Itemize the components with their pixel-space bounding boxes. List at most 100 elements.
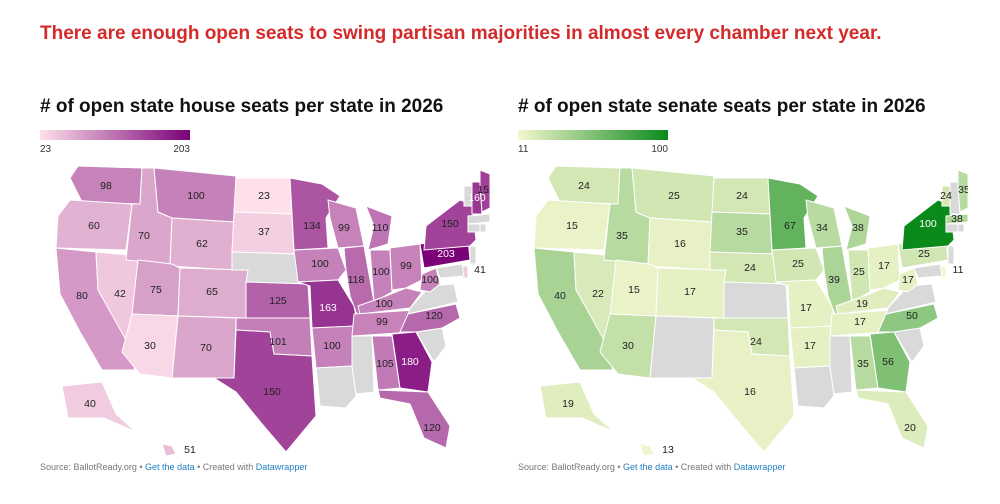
state-me[interactable] [479, 169, 490, 213]
state-wv[interactable] [419, 267, 441, 293]
state-hi[interactable] [639, 443, 655, 456]
state-wv[interactable] [897, 267, 919, 293]
state-ia[interactable] [771, 247, 825, 283]
state-shapes [55, 165, 490, 456]
source-text: Source: BallotReady.org [518, 462, 615, 472]
state-value-labels: 24 15 35 25 24 35 16 22 15 17 40 30 24 24 16 67 25 17 17 34… [554, 180, 968, 456]
datawrapper-link[interactable]: Datawrapper [733, 462, 786, 472]
state-label-il: 118 [348, 274, 365, 286]
state-nm[interactable] [649, 315, 715, 379]
state-md[interactable] [913, 263, 943, 279]
state-in[interactable] [847, 249, 871, 303]
state-label-id: 70 [138, 230, 150, 242]
state-label-in: 25 [853, 266, 865, 278]
state-oh[interactable] [389, 243, 423, 291]
state-label-al: 35 [857, 358, 869, 370]
get-the-data-link[interactable]: Get the data [623, 462, 673, 472]
state-me[interactable] [957, 169, 968, 213]
state-label-wa: 98 [100, 180, 112, 192]
state-ri[interactable] [957, 223, 965, 233]
state-ct[interactable] [945, 223, 959, 233]
senate-legend-gradient [518, 130, 668, 140]
state-ms[interactable] [829, 335, 853, 395]
state-label-ut: 75 [150, 284, 162, 296]
state-or[interactable] [533, 199, 611, 251]
state-ms[interactable] [351, 335, 375, 395]
state-la[interactable] [793, 365, 835, 409]
state-in[interactable] [369, 249, 393, 303]
state-nc[interactable] [399, 303, 461, 333]
senate-seats-map-panel: # of open state senate seats per state i… [518, 96, 988, 496]
state-tx[interactable] [690, 329, 795, 453]
state-label-ar: 100 [323, 340, 341, 352]
state-nj[interactable] [947, 245, 955, 265]
state-tx[interactable] [212, 329, 317, 453]
state-ia[interactable] [293, 247, 347, 283]
state-ak[interactable] [539, 381, 615, 433]
state-fl[interactable] [855, 389, 929, 449]
state-shapes [533, 165, 968, 456]
senate-seats-choropleth-map[interactable]: 24 15 35 25 24 35 16 22 15 17 40 30 24 24 16 67 25 17 17 34… [518, 156, 968, 456]
state-label-ga: 180 [401, 356, 419, 368]
created-with-text: Created with [202, 462, 254, 472]
state-label-ky: 100 [375, 298, 393, 310]
state-label-ok: 101 [269, 336, 287, 348]
state-mn[interactable] [767, 177, 819, 251]
state-label-mn: 134 [303, 220, 321, 232]
state-label-or: 60 [88, 220, 100, 232]
state-label-me: 35 [958, 184, 968, 196]
state-ma[interactable] [945, 213, 968, 225]
state-az[interactable] [121, 313, 179, 379]
state-ak[interactable] [61, 381, 137, 433]
state-label-ca: 40 [554, 290, 566, 302]
state-mi[interactable] [365, 205, 393, 251]
house-seats-choropleth-map[interactable]: 98 60 70 100 23 37 62 42 75 65 80 30 70 125 101 150 134 1… [40, 156, 490, 456]
state-label-mi: 38 [852, 222, 864, 234]
state-ny[interactable] [423, 199, 477, 251]
state-label-ak: 19 [562, 398, 574, 410]
state-label-mo: 17 [800, 302, 812, 314]
state-label-ca: 80 [76, 290, 88, 302]
state-ny[interactable] [901, 199, 955, 251]
state-label-id: 35 [616, 230, 628, 242]
state-nh[interactable] [949, 181, 961, 215]
house-map-title: # of open state house seats per state in… [40, 96, 444, 117]
state-nh[interactable] [471, 181, 483, 215]
state-label-co: 65 [206, 286, 218, 298]
state-label-wv: 100 [421, 274, 439, 286]
datawrapper-link[interactable]: Datawrapper [255, 462, 308, 472]
state-label-nm: 70 [200, 342, 212, 354]
state-oh[interactable] [867, 243, 901, 291]
headline: There are enough open seats to swing par… [40, 23, 882, 44]
state-ct[interactable] [467, 223, 481, 233]
state-mn[interactable] [289, 177, 341, 251]
state-label-al: 105 [376, 358, 394, 370]
senate-legend-min: 11 [518, 144, 529, 155]
state-label-ia: 100 [311, 258, 329, 270]
state-label-wi: 99 [338, 222, 350, 234]
state-ma[interactable] [467, 213, 490, 225]
state-label-ut: 15 [628, 284, 640, 296]
state-nj[interactable] [469, 245, 477, 265]
state-az[interactable] [599, 313, 657, 379]
state-mi[interactable] [843, 205, 871, 251]
state-label-ia: 25 [792, 258, 804, 270]
state-label-oh: 17 [878, 260, 890, 272]
state-or[interactable] [55, 199, 133, 251]
state-label-mn: 67 [784, 220, 796, 232]
state-label-ak: 40 [84, 398, 96, 410]
senate-legend-max: 100 [651, 144, 668, 155]
house-seats-map-panel: # of open state house seats per state in… [40, 96, 510, 496]
state-fl[interactable] [377, 389, 451, 449]
state-md[interactable] [435, 263, 465, 279]
state-label-sd: 37 [258, 226, 270, 238]
state-la[interactable] [315, 365, 357, 409]
state-hi[interactable] [161, 443, 177, 456]
get-the-data-link[interactable]: Get the data [145, 462, 195, 472]
state-ks[interactable] [723, 281, 789, 319]
state-label-or: 15 [566, 220, 578, 232]
state-label-de: 41 [474, 264, 486, 276]
state-label-sd: 35 [736, 226, 748, 238]
state-nc[interactable] [877, 303, 939, 333]
state-ri[interactable] [479, 223, 487, 233]
